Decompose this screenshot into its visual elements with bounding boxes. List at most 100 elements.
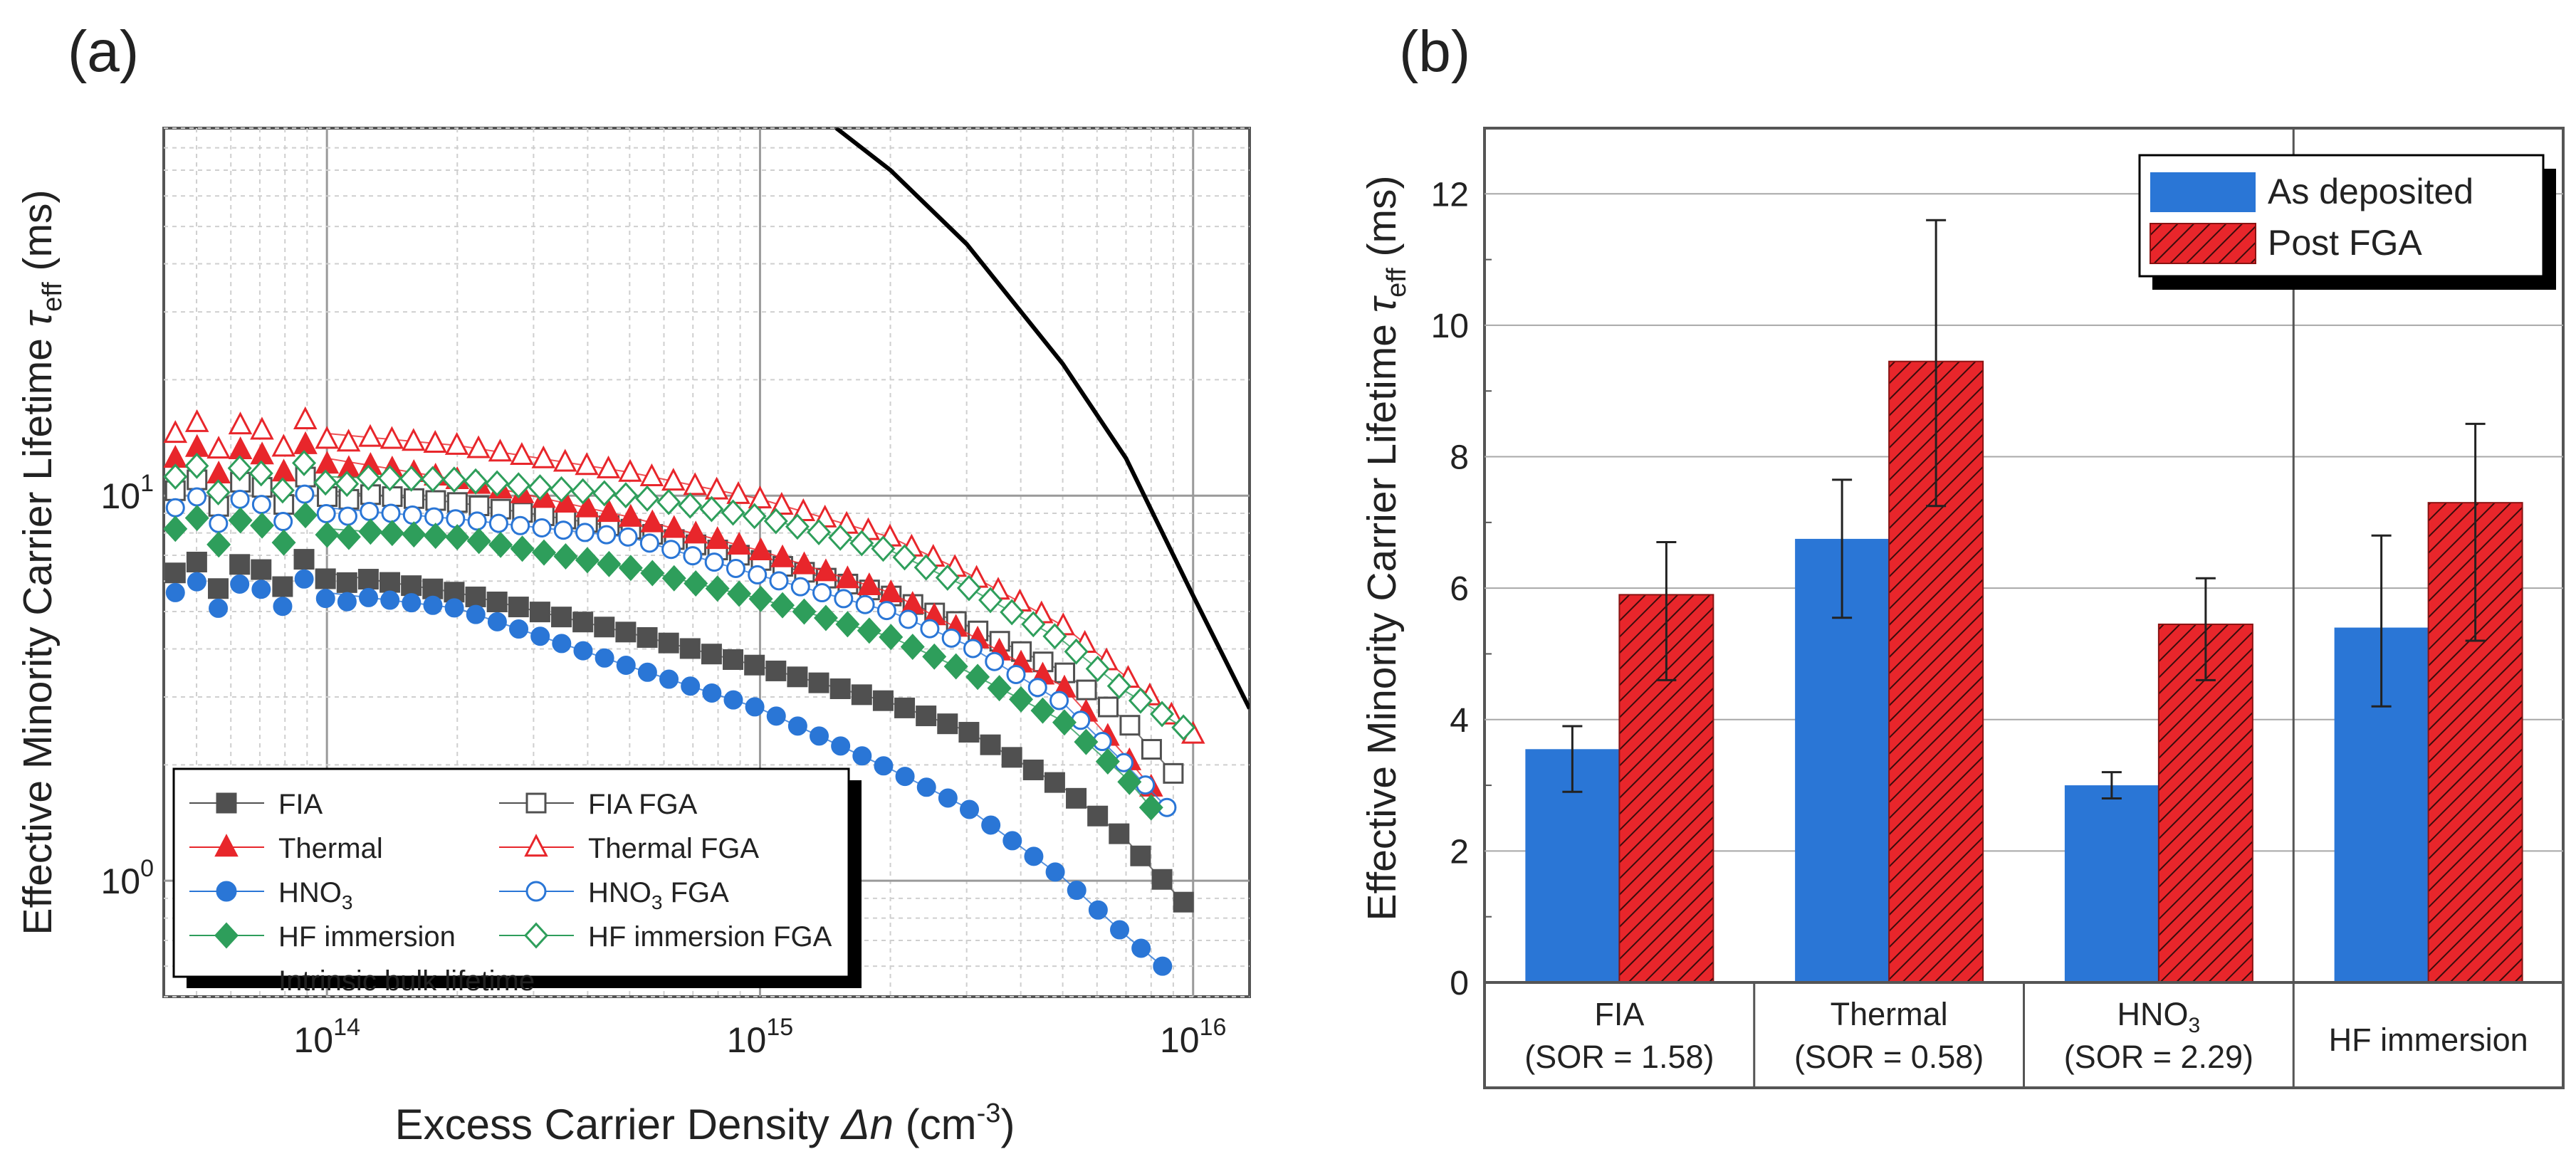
data-point [900,634,925,661]
data-point [425,490,446,511]
data-point [293,502,318,529]
data-point [618,555,643,582]
data-point [1095,748,1120,775]
data-point [377,465,402,492]
legend-marker [525,881,547,902]
data-point [163,420,188,444]
data-point [1002,831,1022,851]
data-point [208,578,229,599]
data-point [358,518,383,545]
data-point [1153,956,1173,976]
data-point [248,460,273,487]
data-point [659,669,679,689]
data-point [726,558,745,578]
legend-entry: HF immersion [189,921,456,953]
data-point [1000,599,1025,626]
data-point [402,428,426,451]
x-tick-label: 1014 [293,1014,360,1060]
data-point [857,572,881,596]
data-point [978,587,1003,614]
data-point [508,597,529,618]
data-point [678,492,703,519]
legend-label: Thermal FGA [588,833,759,864]
data-point [1067,881,1087,901]
panel-b-bar-chart: (b) 0 2 4 6 8 10 12 FIA (SOR = 1.58) Thermal (SOR… [1359,19,2565,1089]
data-point [337,506,357,526]
data-point [552,634,572,654]
data-point [250,416,274,440]
data-point [748,486,773,509]
data-point [1030,697,1055,724]
x-tick-label: 1016 [1160,1014,1226,1060]
data-point [293,549,315,570]
data-point [402,505,422,525]
data-point [529,602,550,623]
data-point [575,523,595,542]
data-point [164,562,186,584]
data-point [1066,787,1087,809]
data-point [399,465,424,492]
data-point [790,577,810,597]
data-point [488,439,513,462]
data-point [941,628,961,648]
data-point [922,643,947,670]
panel-a-y-axis-label: Effective Minority Carrier Lifetime τeff… [15,190,68,935]
panel-a-label: (a) [68,19,139,84]
data-point [445,524,470,551]
data-point [401,575,422,597]
legend-label: Thermal [278,833,383,864]
data-point [531,445,556,468]
data-point [785,513,810,540]
legend-marker [216,792,237,814]
y-tick-label: 12 [1431,176,1469,214]
panel-a-series [163,128,1250,976]
data-point [913,554,938,581]
data-point [379,426,404,449]
data-point [573,641,593,661]
data-point [681,676,701,696]
data-point [770,544,795,567]
bar-post-fga [2157,577,2253,984]
data-point [532,539,557,566]
legend-label: FIA [278,789,323,820]
data-point [835,611,860,638]
data-point [792,551,817,575]
data-point [1131,938,1151,958]
series-thermal-fga [163,406,1205,744]
panel-b-bars [1485,128,2563,1088]
data-point [727,580,752,607]
data-point [228,507,253,534]
data-point [315,568,336,589]
data-point [270,477,295,504]
data-point [251,580,271,599]
data-point [1138,794,1163,821]
data-point [748,537,773,560]
data-point [1001,747,1022,768]
data-point [163,515,188,542]
data-point [510,535,535,562]
data-point [851,684,872,706]
data-point [679,638,701,659]
data-point [892,544,917,571]
data-point [1150,701,1175,728]
bar-post-fga [1888,219,1984,983]
data-point [1021,611,1046,638]
data-point [595,648,614,668]
panel-b-category-labels: FIA (SOR = 1.58) Thermal (SOR = 0.58) HNO3(S… [1524,996,2528,1075]
data-point [834,589,854,609]
data-point [1119,715,1141,736]
data-point [1024,846,1044,866]
legend-label: As deposited [2268,172,2473,211]
data-point [465,586,486,607]
data-point [1097,696,1119,718]
data-point [163,463,188,491]
data-point [1141,739,1162,760]
legend-label: HF immersion [278,921,456,953]
data-point [271,529,296,556]
data-point [316,503,336,523]
data-point [1009,686,1034,713]
data-point [1173,891,1194,913]
data-point [639,533,659,553]
category-sublabel: (SOR = 0.58) [1794,1039,1984,1075]
data-point [596,455,621,478]
